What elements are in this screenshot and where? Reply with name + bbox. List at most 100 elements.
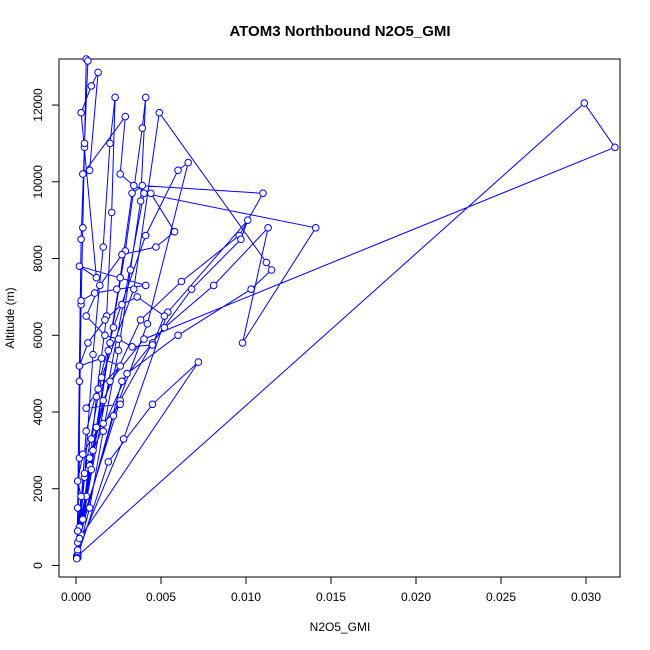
y-tick-label: 10000 [31, 165, 45, 199]
data-point [73, 527, 82, 535]
y-tick-label: 4000 [31, 398, 45, 425]
data-point [140, 335, 148, 343]
y-tick-label: 8000 [31, 245, 45, 272]
data-point [170, 227, 179, 236]
data-point [107, 208, 116, 217]
data-point [79, 170, 87, 178]
data-point [87, 465, 96, 474]
data-point [130, 181, 138, 190]
y-axis-label: Altitude (m) [3, 287, 17, 348]
data-point [259, 189, 267, 198]
data-point [580, 99, 589, 107]
data-point [187, 285, 196, 294]
x-tick-label: 0.000 [61, 590, 91, 604]
data-point [128, 189, 136, 198]
data-point [160, 312, 169, 320]
data-point [75, 534, 84, 543]
data-point [141, 281, 150, 290]
data-point [133, 293, 141, 301]
x-tick-label: 0.020 [401, 590, 431, 604]
data-point [80, 469, 89, 478]
plot-area [73, 55, 619, 563]
data-point [130, 285, 138, 294]
data-point [97, 354, 106, 363]
data-point [116, 400, 124, 409]
data-point [73, 504, 82, 512]
data-point [114, 335, 123, 343]
data-point [126, 266, 135, 274]
y-tick-label: 0 [31, 562, 45, 569]
y-tick-label: 6000 [31, 322, 45, 349]
data-point [114, 346, 123, 355]
data-point [106, 377, 114, 386]
x-tick-label: 0.005 [146, 590, 176, 604]
data-point [152, 243, 160, 251]
data-point [109, 323, 118, 332]
y-tick-label: 12000 [31, 88, 45, 122]
data-point [194, 358, 203, 366]
data-point [138, 124, 147, 132]
chart-title: ATOM3 Northbound N2O5_GMI [229, 23, 450, 40]
data-point [116, 362, 124, 370]
x-tick-label: 0.025 [486, 590, 516, 604]
data-point [209, 281, 218, 290]
data-point [264, 224, 272, 232]
data-point [99, 419, 107, 428]
series-line [76, 57, 616, 559]
data-point [87, 82, 96, 90]
data-point [128, 343, 136, 351]
data-point [85, 454, 94, 462]
data-point [73, 554, 81, 563]
data-point [148, 400, 157, 409]
data-point [104, 458, 113, 466]
data-point [94, 68, 102, 77]
data-point [109, 412, 118, 420]
x-axis: 0.000 0.005 0.010 0.015 0.020 0.025 0.030 [61, 576, 601, 604]
data-point [237, 235, 245, 244]
data-point [118, 377, 126, 386]
data-point [155, 108, 164, 117]
data-point [311, 224, 320, 232]
data-point [111, 93, 119, 102]
data-point [116, 170, 124, 178]
data-point [99, 396, 107, 405]
data-point [174, 331, 182, 340]
data-point [106, 139, 114, 148]
y-tick-label: 2000 [31, 475, 45, 502]
data-point [79, 450, 87, 459]
data-point [113, 285, 121, 294]
data-point [243, 216, 252, 224]
x-axis-label: N2O5_GMI [310, 620, 371, 634]
data-point [238, 339, 247, 347]
data-point [138, 181, 147, 190]
data-point [77, 492, 85, 501]
data-point [80, 139, 89, 148]
data-point [79, 515, 87, 524]
data-point [140, 189, 148, 198]
data-point [82, 427, 90, 436]
data-point [177, 277, 186, 286]
x-tick-label: 0.010 [231, 590, 261, 604]
data-point [118, 250, 126, 259]
data-point [96, 281, 104, 290]
data-point [119, 435, 128, 443]
data-point [136, 197, 145, 205]
data-point [143, 320, 152, 328]
data-point [247, 285, 255, 294]
data-point [160, 323, 169, 332]
data-point [174, 166, 182, 175]
data-point [123, 369, 131, 378]
y-axis: 0 2000 4000 6000 8000 10000 12000 [31, 88, 60, 569]
data-point [136, 316, 145, 324]
data-point [87, 435, 96, 443]
data-point [89, 350, 97, 359]
data-point [75, 377, 84, 386]
data-point [79, 224, 87, 232]
x-tick-label: 0.030 [571, 590, 601, 604]
data-point [267, 266, 276, 274]
data-point [82, 312, 90, 320]
data-point [92, 423, 101, 432]
data-point [101, 331, 109, 340]
data-point [85, 504, 94, 512]
